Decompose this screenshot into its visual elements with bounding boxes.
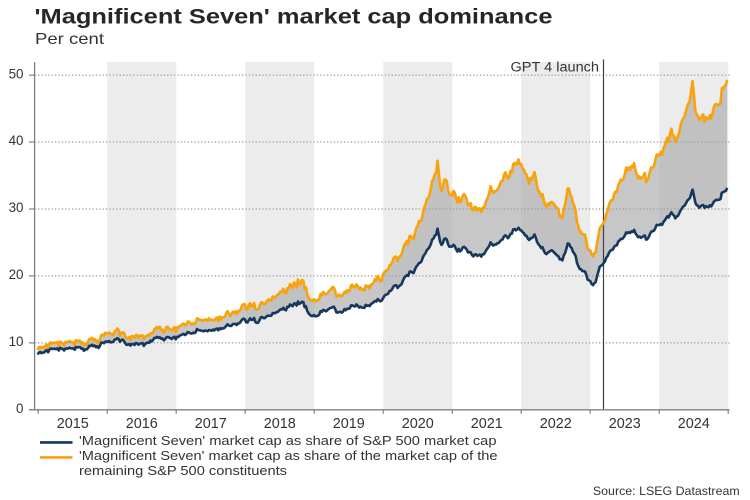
- svg-text:10: 10: [9, 334, 24, 349]
- svg-text:2017: 2017: [195, 416, 227, 432]
- svg-text:2020: 2020: [402, 416, 434, 432]
- svg-text:2024: 2024: [678, 416, 710, 432]
- svg-text:30: 30: [9, 200, 24, 215]
- svg-text:2022: 2022: [540, 416, 572, 432]
- svg-text:2019: 2019: [333, 416, 365, 432]
- svg-text:2016: 2016: [126, 416, 158, 432]
- svg-text:GPT 4 launch: GPT 4 launch: [511, 60, 600, 75]
- svg-text:40: 40: [9, 133, 24, 148]
- svg-text:50: 50: [9, 66, 24, 81]
- svg-text:'Magnificent Seven' market cap: 'Magnificent Seven' market cap as share …: [79, 448, 498, 463]
- svg-text:Source: LSEG Datastream: Source: LSEG Datastream: [593, 484, 740, 498]
- svg-text:0: 0: [16, 401, 23, 416]
- svg-text:Per cent: Per cent: [35, 31, 105, 48]
- svg-text:2018: 2018: [264, 416, 296, 432]
- svg-text:2021: 2021: [471, 416, 503, 432]
- svg-text:2015: 2015: [57, 416, 89, 432]
- svg-text:'Magnificent Seven' market cap: 'Magnificent Seven' market cap as share …: [79, 433, 497, 448]
- svg-text:'Magnificent Seven' market cap: 'Magnificent Seven' market cap dominance: [35, 6, 553, 29]
- svg-text:remaining S&P 500 constituents: remaining S&P 500 constituents: [79, 463, 288, 478]
- svg-text:20: 20: [9, 267, 24, 282]
- svg-text:2023: 2023: [609, 416, 641, 432]
